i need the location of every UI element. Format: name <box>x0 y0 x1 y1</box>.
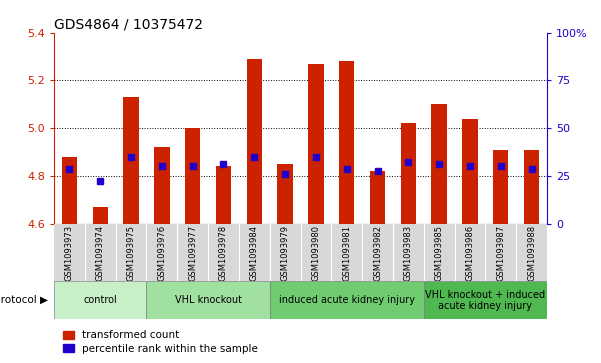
Bar <box>93 207 108 224</box>
Bar <box>424 281 547 319</box>
Text: GSM1093974: GSM1093974 <box>96 225 105 281</box>
Text: GSM1093979: GSM1093979 <box>281 225 290 281</box>
Bar <box>308 64 323 224</box>
Text: GSM1093982: GSM1093982 <box>373 225 382 281</box>
Text: GSM1093983: GSM1093983 <box>404 224 413 281</box>
Bar <box>154 147 169 224</box>
Text: control: control <box>84 295 117 305</box>
Bar <box>432 105 447 224</box>
Bar <box>370 171 385 224</box>
Bar <box>339 61 355 224</box>
Text: GSM1093988: GSM1093988 <box>527 224 536 281</box>
Text: GSM1093981: GSM1093981 <box>342 225 351 281</box>
Bar <box>123 97 139 224</box>
Bar <box>270 281 424 319</box>
Text: GSM1093987: GSM1093987 <box>496 224 505 281</box>
Text: GSM1093975: GSM1093975 <box>127 225 136 281</box>
Bar <box>493 150 508 224</box>
Text: VHL knockout: VHL knockout <box>175 295 242 305</box>
Bar <box>278 164 293 224</box>
Bar <box>246 59 262 224</box>
Text: VHL knockout + induced
acute kidney injury: VHL knockout + induced acute kidney inju… <box>426 290 545 311</box>
Bar <box>462 119 478 224</box>
Text: protocol ▶: protocol ▶ <box>0 295 48 305</box>
Bar <box>62 157 77 224</box>
Text: GSM1093980: GSM1093980 <box>311 225 320 281</box>
Bar <box>147 281 270 319</box>
Legend: transformed count, percentile rank within the sample: transformed count, percentile rank withi… <box>59 326 262 358</box>
Bar <box>216 167 231 224</box>
Text: GSM1093986: GSM1093986 <box>465 224 474 281</box>
Text: GSM1093985: GSM1093985 <box>435 225 444 281</box>
Text: GDS4864 / 10375472: GDS4864 / 10375472 <box>54 17 203 32</box>
Text: induced acute kidney injury: induced acute kidney injury <box>279 295 415 305</box>
Bar <box>185 128 200 224</box>
Text: GSM1093984: GSM1093984 <box>250 225 259 281</box>
Text: GSM1093973: GSM1093973 <box>65 224 74 281</box>
Text: GSM1093978: GSM1093978 <box>219 224 228 281</box>
Bar <box>54 281 147 319</box>
Bar <box>524 150 539 224</box>
Bar <box>401 123 416 224</box>
Text: GSM1093977: GSM1093977 <box>188 224 197 281</box>
Text: GSM1093976: GSM1093976 <box>157 224 166 281</box>
